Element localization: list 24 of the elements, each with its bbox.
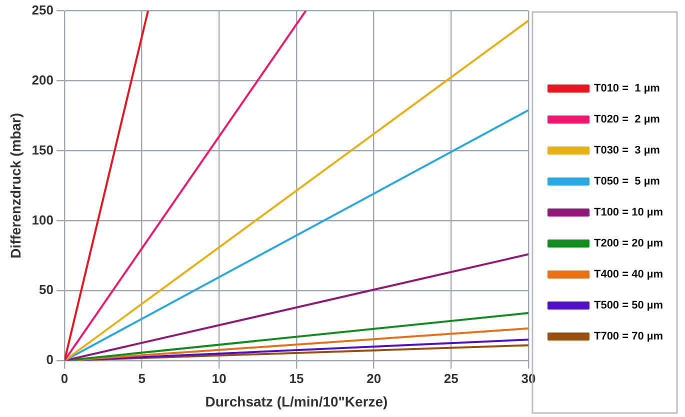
y-tick-label: 200 <box>32 72 54 88</box>
x-tick-label: 5 <box>138 370 146 386</box>
legend-label: T020 = 2 µm <box>594 114 660 126</box>
legend-label: T500 = 50 µm <box>594 300 664 312</box>
x-tick-label: 0 <box>60 370 68 386</box>
y-tick-label: 50 <box>39 282 54 298</box>
x-tick-label: 25 <box>444 370 458 386</box>
x-axis-title: Durchsatz (L/min/10"Kerze) <box>205 393 388 410</box>
legend-label: T100 = 10 µm <box>594 206 664 219</box>
x-tick-label: 30 <box>521 370 536 386</box>
x-tick-label: 10 <box>212 370 226 386</box>
legend-label: T400 = 40 µm <box>594 268 664 281</box>
y-tick-label: 150 <box>32 142 54 158</box>
y-tick-label: 0 <box>46 352 54 368</box>
y-tick-label: 100 <box>32 212 54 228</box>
legend-label: T200 = 20 µm <box>594 238 664 250</box>
legend-label: T700 = 70 µm <box>594 330 664 343</box>
legend-label: T050 = 5 µm <box>594 176 660 188</box>
x-tick-label: 15 <box>289 370 304 386</box>
y-tick-label: 250 <box>32 2 54 18</box>
x-tick-label: 20 <box>366 370 382 386</box>
legend-label: T010 = 1 µm <box>594 82 660 95</box>
legend-label: T030 = 3 µm <box>594 144 660 157</box>
y-axis-title: Differenzdruck (mbar) <box>7 112 24 258</box>
